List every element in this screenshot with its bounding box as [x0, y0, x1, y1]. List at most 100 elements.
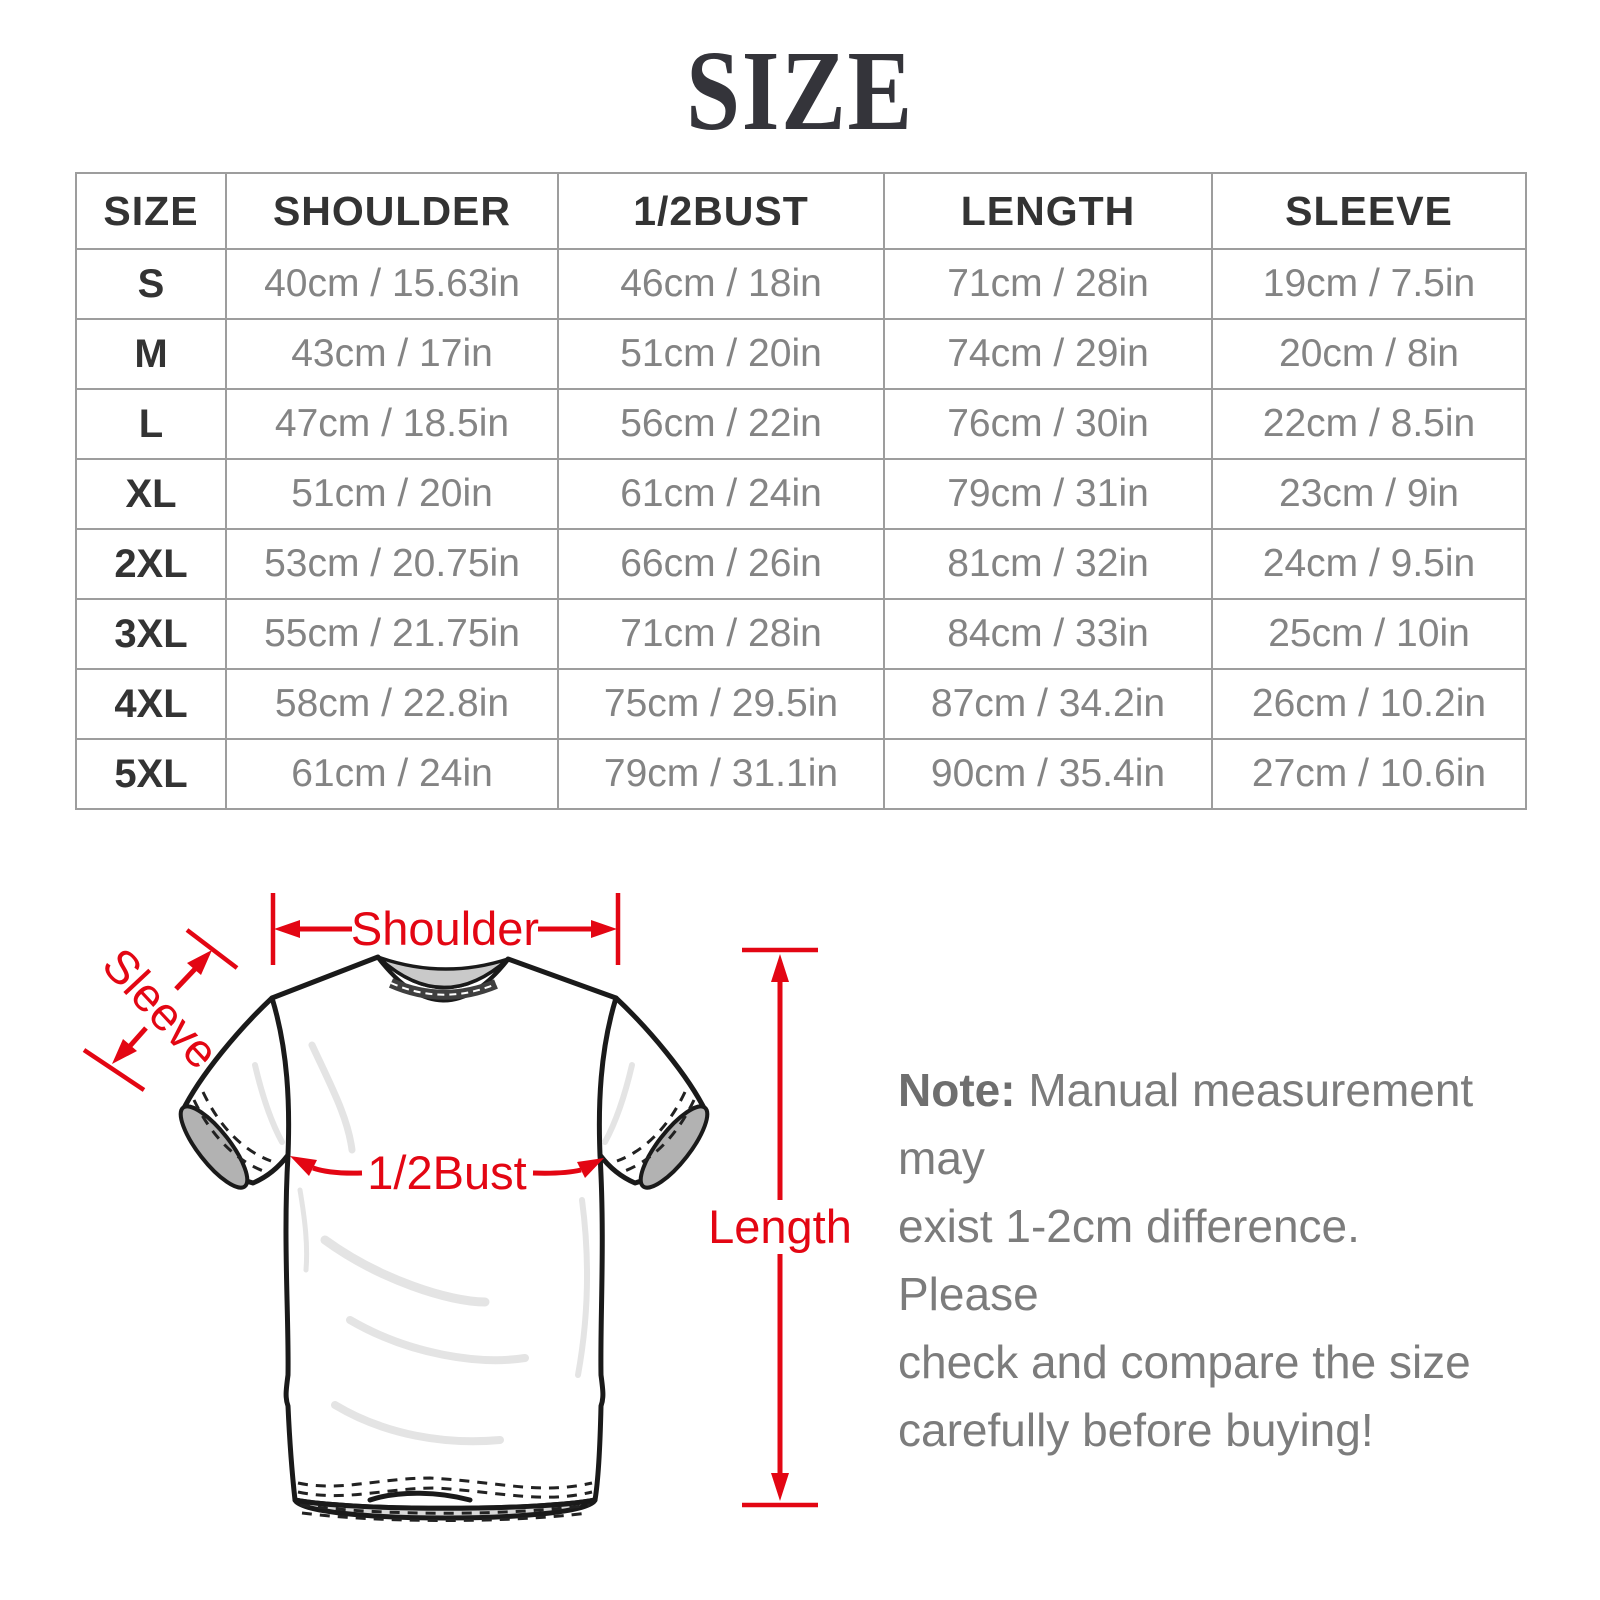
hem-fold	[367, 1490, 473, 1503]
cell-bust: 75cm / 29.5in	[557, 668, 885, 740]
note-line: check and compare the size	[898, 1336, 1471, 1388]
cell-length: 90cm / 35.4in	[883, 738, 1213, 810]
hem-stitch	[299, 1503, 591, 1515]
wrinkle	[575, 1197, 590, 1378]
note-line: Note: Manual measurement may	[898, 1056, 1508, 1192]
table-header-row: SIZE SHOULDER 1/2BUST LENGTH SLEEVE	[75, 172, 1527, 250]
cell-bust: 79cm / 31.1in	[557, 738, 885, 810]
sleeve-arrow-shaft-bottom	[128, 1026, 148, 1048]
tshirt-body	[179, 954, 709, 1511]
note-text: Manual measurement may	[898, 1064, 1474, 1184]
cell-sleeve: 27cm / 10.6in	[1211, 738, 1527, 810]
cell-length: 79cm / 31in	[883, 458, 1213, 530]
header-length: LENGTH	[883, 172, 1213, 250]
cell-sleeve: 25cm / 10in	[1211, 598, 1527, 670]
sleeve-arrowhead-top	[187, 950, 212, 975]
size-table: SIZE SHOULDER 1/2BUST LENGTH SLEEVE S 40…	[75, 172, 1527, 810]
cuff-stitch-left	[192, 1099, 267, 1174]
cell-size: M	[75, 318, 227, 390]
cell-size: XL	[75, 458, 227, 530]
bust-dimension: 1/2Bust	[290, 1146, 604, 1199]
cell-bust: 56cm / 22in	[557, 388, 885, 460]
collar-inner	[376, 955, 510, 990]
table-row: L 47cm / 18.5in 56cm / 22in 76cm / 30in …	[75, 388, 1527, 460]
cuff-stitch-right	[621, 1099, 696, 1174]
cell-shoulder: 58cm / 22.8in	[225, 668, 559, 740]
bust-arrow-shaft-right	[532, 1167, 582, 1176]
table-row: 3XL 55cm / 21.75in 71cm / 28in 84cm / 33…	[75, 598, 1527, 670]
cell-sleeve: 22cm / 8.5in	[1211, 388, 1527, 460]
table-row: 2XL 53cm / 20.75in 66cm / 26in 81cm / 32…	[75, 528, 1527, 600]
hem-stitch-upper	[297, 1476, 593, 1490]
cell-length: 76cm / 30in	[883, 388, 1213, 460]
cell-bust: 66cm / 26in	[557, 528, 885, 600]
bust-arrowhead-right	[577, 1158, 604, 1178]
wrinkle	[346, 1316, 529, 1365]
cuff-stitch-right	[616, 1091, 687, 1163]
wrinkle	[331, 1401, 504, 1446]
cell-size: 2XL	[75, 528, 227, 600]
cell-size: 4XL	[75, 668, 227, 740]
cell-sleeve: 26cm / 10.2in	[1211, 668, 1527, 740]
cell-shoulder: 51cm / 20in	[225, 458, 559, 530]
measurement-note: Note: Manual measurement may exist 1-2cm…	[898, 1056, 1508, 1464]
cuff-inner-right	[638, 1104, 710, 1190]
note-line: exist 1-2cm difference. Please	[898, 1200, 1360, 1320]
hem-stitch-upper	[297, 1486, 593, 1499]
bust-arrow-shaft-left	[312, 1165, 363, 1176]
cell-length: 84cm / 33in	[883, 598, 1213, 670]
bust-label: 1/2Bust	[367, 1146, 526, 1199]
armhole-seam-right	[596, 995, 619, 1158]
note-bold-label: Note:	[898, 1064, 1016, 1116]
cell-bust: 46cm / 18in	[557, 248, 885, 320]
cell-sleeve: 24cm / 9.5in	[1211, 528, 1527, 600]
cell-length: 71cm / 28in	[883, 248, 1213, 320]
length-dimension: Length	[708, 947, 852, 1508]
cell-length: 87cm / 34.2in	[883, 668, 1213, 740]
cell-bust: 71cm / 28in	[557, 598, 885, 670]
cell-shoulder: 40cm / 15.63in	[225, 248, 559, 320]
cell-sleeve: 20cm / 8in	[1211, 318, 1527, 390]
cell-shoulder: 47cm / 18.5in	[225, 388, 559, 460]
sleeve-arrow-shaft-top	[174, 967, 197, 991]
cell-size: L	[75, 388, 227, 460]
bust-arrowhead-left	[290, 1156, 317, 1176]
header-shoulder: SHOULDER	[225, 172, 559, 250]
cell-shoulder: 55cm / 21.75in	[225, 598, 559, 670]
cell-length: 74cm / 29in	[883, 318, 1213, 390]
tshirt-drawing	[178, 954, 710, 1522]
wrinkle	[297, 1187, 310, 1273]
shoulder-label: Shoulder	[351, 902, 539, 955]
header-bust: 1/2BUST	[557, 172, 885, 250]
sleeve-arrowhead-bottom	[112, 1039, 137, 1064]
header-size: SIZE	[75, 172, 227, 250]
cell-length: 81cm / 32in	[883, 528, 1213, 600]
cell-shoulder: 61cm / 24in	[225, 738, 559, 810]
armhole-seam-left	[269, 995, 292, 1158]
length-arrowhead-top	[771, 954, 789, 982]
shoulder-dimension: Shoulder	[270, 893, 621, 965]
length-arrowhead-bottom	[771, 1473, 789, 1501]
cell-bust: 51cm / 20in	[557, 318, 885, 390]
cell-size: 5XL	[75, 738, 227, 810]
wrinkle	[320, 1235, 490, 1307]
table-row: S 40cm / 15.63in 46cm / 18in 71cm / 28in…	[75, 248, 1527, 320]
cell-shoulder: 43cm / 17in	[225, 318, 559, 390]
wrinkle	[252, 1062, 285, 1145]
table-row: XL 51cm / 20in 61cm / 24in 79cm / 31in 2…	[75, 458, 1527, 530]
hem-stitch	[301, 1511, 589, 1522]
sleeve-end-bar-bottom	[82, 1048, 146, 1092]
cell-sleeve: 23cm / 9in	[1211, 458, 1527, 530]
sleeve-label: Sleeve	[93, 937, 230, 1078]
hem-band	[292, 1497, 598, 1521]
length-label: Length	[708, 1200, 852, 1253]
sleeve-end-bar-top	[185, 928, 239, 970]
cell-shoulder: 53cm / 20.75in	[225, 528, 559, 600]
cell-sleeve: 19cm / 7.5in	[1211, 248, 1527, 320]
cell-bust: 61cm / 24in	[557, 458, 885, 530]
page-title: SIZE	[686, 27, 914, 154]
wrinkle	[308, 1041, 356, 1154]
collar-zigzag	[390, 982, 497, 996]
size-diagram: Shoulder Sleeve 1/2Bust Length	[82, 893, 852, 1522]
